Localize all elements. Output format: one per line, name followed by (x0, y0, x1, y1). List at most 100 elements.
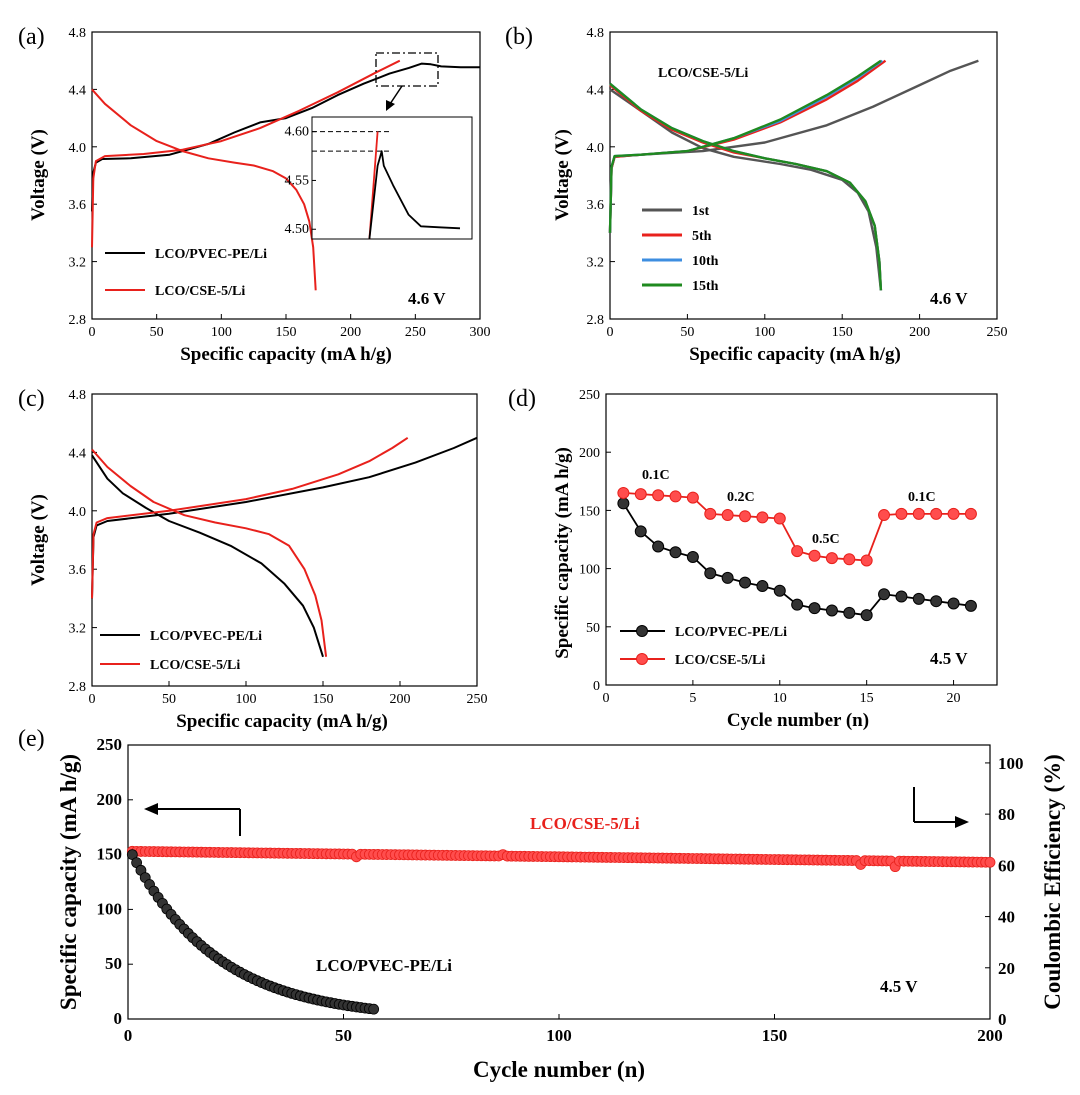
panel-label-a: (a) (18, 24, 45, 50)
y-tick-label-a: 4.0 (69, 141, 87, 156)
y-axis-title-c: Voltage (V) (28, 494, 49, 586)
right-axis-arrowhead (955, 816, 969, 828)
rate-point-lcopvecpeli (652, 540, 665, 553)
rate-label-0-2c: 0.2C (727, 490, 755, 505)
x-axis-title-b: Specific capacity (mA h/g) (689, 344, 901, 365)
voltage-label-a: 4.6 V (408, 289, 446, 308)
curve-c-lcocse5li-charge (91, 436, 409, 599)
x-tick-label-c: 250 (467, 692, 488, 707)
y-tick-label-d: 100 (579, 563, 600, 578)
x-tick-label-b: 100 (754, 325, 775, 340)
cycle-point-pvec (368, 1003, 380, 1015)
x-tick-label-a: 300 (470, 325, 491, 340)
y2-tick-label-e: 60 (998, 856, 1015, 875)
x-tick-label-b: 0 (607, 325, 614, 340)
legend-label-b-5th: 5th (692, 229, 712, 244)
y-tick-label-c: 4.8 (69, 388, 87, 403)
y-tick-label-e: 50 (105, 954, 122, 973)
rate-point-lcocse5li (878, 509, 891, 522)
legend-marker-d-pvec (636, 625, 648, 637)
y-axis-title-a: Voltage (V) (28, 129, 49, 221)
x-tick-label-c: 0 (89, 692, 96, 707)
x-tick-label-a: 250 (405, 325, 426, 340)
rate-point-lcocse5li (964, 507, 977, 520)
y-axis-title-e: Specific capacity (mA h/g) (56, 754, 81, 1010)
axes-a: 0 50 100 150 200 250 300 2.8 3.2 3.6 4.0 4.4 4.8 (69, 26, 491, 340)
rate-point-lcocse5li (686, 491, 699, 504)
rate-point-lcocse5li (808, 549, 821, 562)
curve-c-lcopvecpeli-discharge (91, 454, 324, 658)
rate-point-lcocse5li (652, 489, 665, 502)
x-axis-title-c: Specific capacity (mA h/g) (176, 711, 388, 732)
x-tick-label-e: 0 (124, 1026, 133, 1045)
rate-point-lcocse5li (843, 553, 856, 566)
voltage-label-e: 4.5 V (880, 977, 918, 996)
y-tick-label-b: 2.8 (587, 313, 605, 328)
series-label-e-cse: LCO/CSE-5/Li (530, 814, 640, 833)
x-tick-label-a: 0 (89, 325, 96, 340)
x-tick-label-a: 200 (340, 325, 361, 340)
x-tick-label-e: 50 (335, 1026, 352, 1045)
cycle-point-cse (984, 856, 996, 868)
rate-point-lcopvecpeli (791, 598, 804, 611)
zoom-arrowhead-a (386, 100, 395, 111)
y2-tick-label-e: 100 (998, 754, 1024, 773)
rate-point-lcopvecpeli (878, 588, 891, 601)
rate-point-lcocse5li (930, 507, 943, 520)
rate-label-0-1c-second: 0.1C (908, 490, 936, 505)
y-tick-label-e: 200 (97, 790, 123, 809)
legend-label-c-pvec: LCO/PVEC-PE/Li (150, 629, 262, 644)
rate-point-lcocse5li (669, 490, 682, 503)
legend-label-a-cse: LCO/CSE-5/Li (155, 284, 245, 299)
zoom-arrow-a (389, 85, 403, 105)
x-axis-title-a: Specific capacity (mA h/g) (180, 344, 392, 365)
panel-label-b: (b) (505, 24, 533, 50)
y-tick-label-b: 4.4 (587, 83, 605, 98)
rate-point-lcocse5li (825, 552, 838, 565)
y2-tick-label-e: 0 (998, 1010, 1007, 1029)
x-tick-label-c: 100 (236, 692, 257, 707)
legend-label-b-10th: 10th (692, 254, 719, 269)
legend-label-c-cse: LCO/CSE-5/Li (150, 658, 240, 673)
rate-point-lcocse5li (617, 486, 630, 499)
x-tick-label-a: 50 (150, 325, 164, 340)
y-tick-label-a: 3.2 (69, 256, 87, 271)
axes-b: 0 50 100 150 200 250 2.8 3.2 3.6 4.0 4.4 4.8 (587, 26, 1008, 340)
y-tick-label-b: 4.0 (587, 141, 605, 156)
y-tick-label-a: 2.8 (69, 313, 87, 328)
curve-b-15th-charge (608, 59, 882, 233)
axes-c: 0 50 100 150 200 250 2.8 3.2 3.6 4.0 4.4 4.8 (69, 388, 488, 707)
panel-b: (b) 0 50 100 150 200 250 2.8 3.2 3.6 4.0 4.4 4.8 Sp… (505, 24, 1008, 365)
curves-b (608, 59, 979, 291)
rate-point-lcopvecpeli (634, 525, 647, 538)
rate-point-lcopvecpeli (825, 604, 838, 617)
y-tick-label-a: 4.8 (69, 26, 87, 41)
x-tick-label-e: 150 (762, 1026, 788, 1045)
chart-title-b: LCO/CSE-5/Li (658, 66, 748, 81)
rate-point-lcocse5li (912, 507, 925, 520)
panel-e: (e) 0 50 100 150 200050100150200250020406080… (18, 726, 1065, 1082)
y-tick-label-a: 4.4 (69, 83, 87, 98)
y-tick-label-b: 4.8 (587, 26, 605, 41)
curve-a-lcocse5li-charge (91, 59, 401, 248)
y2-axis-title-e: Coulombic Efficiency (%) (1040, 754, 1065, 1010)
plot-frame-c (91, 393, 478, 687)
y-tick-label-c: 4.0 (69, 505, 87, 520)
legend-label-d-cse: LCO/CSE-5/Li (675, 653, 765, 668)
y-tick-label-e: 150 (97, 845, 123, 864)
rate-point-lcopvecpeli (895, 590, 908, 603)
y-tick-label-b: 3.2 (587, 256, 605, 271)
y-tick-label-c: 2.8 (69, 680, 87, 695)
y-tick-label-d: 200 (579, 446, 600, 461)
y-tick-label-d: 250 (579, 388, 600, 403)
x-tick-label-d: 5 (689, 691, 696, 706)
rate-point-lcopvecpeli (739, 576, 752, 589)
rate-label-0-1c-first: 0.1C (642, 468, 670, 483)
x-tick-label-a: 100 (211, 325, 232, 340)
panel-c: (c) 0 50 100 150 200 250 2.8 3.2 3.6 4.0 4.4 4.8 Sp… (18, 386, 488, 732)
legend-label-b-15th: 15th (692, 279, 719, 294)
rate-point-lcopvecpeli (617, 497, 630, 510)
